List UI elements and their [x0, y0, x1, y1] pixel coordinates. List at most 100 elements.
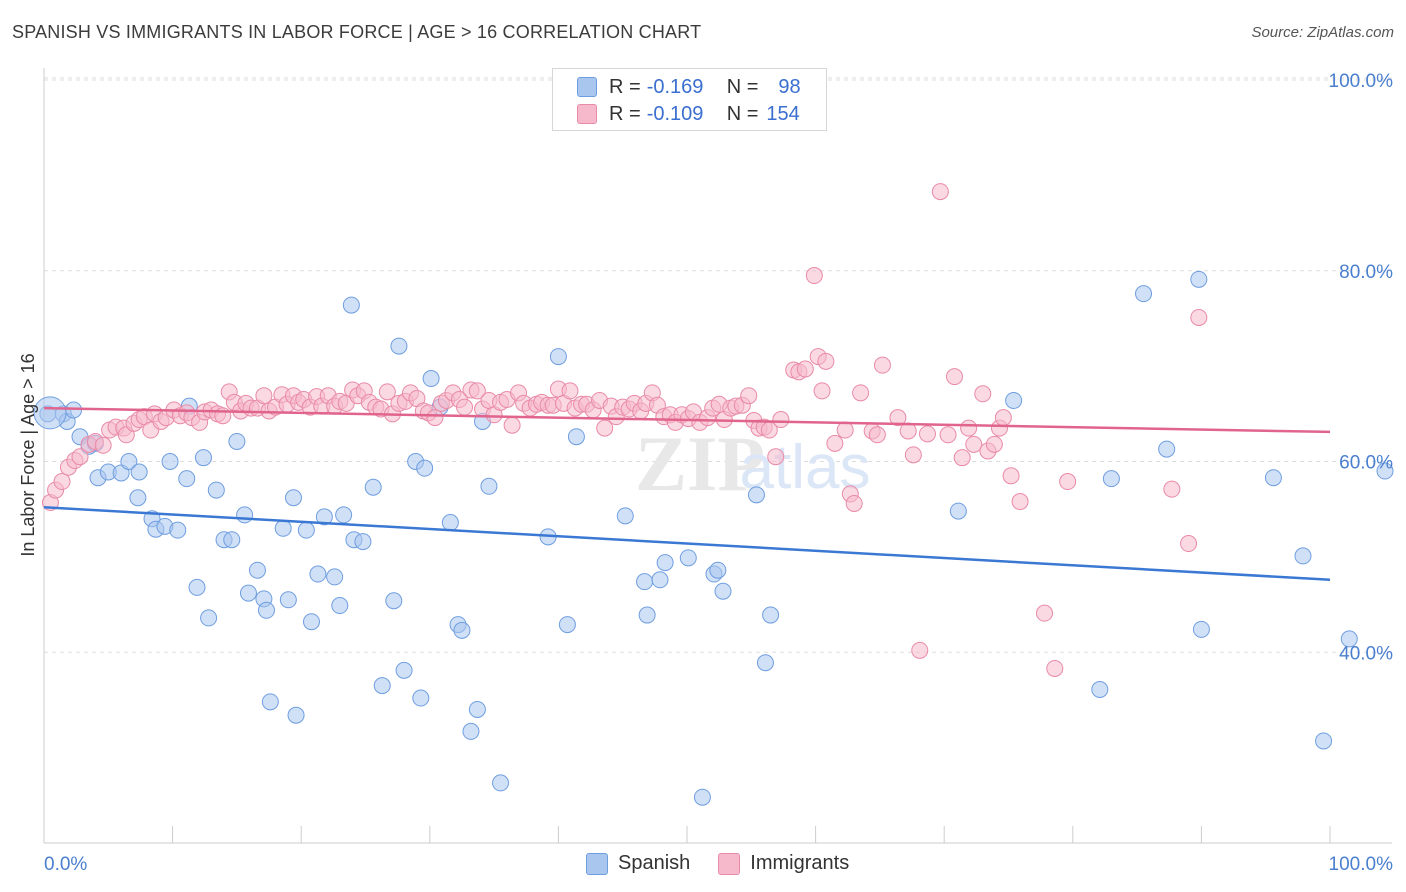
point-spanish: [1340, 630, 1358, 648]
point-spanish: [679, 549, 697, 567]
y-tick-label: 100.0%: [1329, 71, 1394, 92]
legend-n-label: N =: [726, 75, 759, 98]
point-spanish: [315, 508, 333, 526]
point-spanish: [1376, 462, 1394, 480]
trend-lines: [43, 406, 1331, 582]
point-immigrants: [1011, 493, 1029, 511]
point-spanish: [1264, 469, 1282, 487]
legend-r-label: R =: [609, 102, 641, 125]
point-spanish: [354, 533, 372, 551]
point-immigrants: [904, 446, 922, 464]
point-spanish: [395, 661, 413, 679]
point-spanish: [302, 613, 320, 631]
point-immigrants: [1036, 604, 1054, 622]
point-spanish: [468, 700, 486, 718]
point-immigrants: [796, 360, 814, 378]
point-immigrants: [456, 398, 474, 416]
point-spanish: [130, 463, 148, 481]
point-immigrants: [939, 426, 957, 444]
point-spanish: [656, 554, 674, 572]
point-spanish: [747, 486, 765, 504]
point-spanish: [422, 370, 440, 388]
point-immigrants: [1059, 473, 1077, 491]
point-spanish: [342, 296, 360, 314]
point-spanish: [239, 584, 257, 602]
point-spanish: [1294, 547, 1312, 565]
point-spanish: [1192, 620, 1210, 638]
point-spanish: [297, 521, 315, 539]
point-spanish: [284, 489, 302, 507]
point-immigrants: [852, 384, 870, 402]
point-spanish: [188, 578, 206, 596]
point-immigrants: [767, 448, 785, 466]
point-spanish: [638, 606, 656, 624]
point-spanish: [129, 489, 147, 507]
point-immigrants: [813, 382, 831, 400]
y-tick-label: 80.0%: [1339, 262, 1393, 283]
point-immigrants: [468, 382, 486, 400]
point-spanish: [1158, 440, 1176, 458]
point-spanish: [949, 502, 967, 520]
point-spanish: [335, 506, 353, 524]
point-spanish: [412, 689, 430, 707]
point-spanish: [441, 514, 459, 532]
point-spanish: [1315, 732, 1333, 750]
point-immigrants: [889, 409, 907, 427]
point-immigrants: [974, 385, 992, 403]
point-spanish: [248, 561, 266, 579]
point-immigrants: [503, 416, 521, 434]
scatter-points: [33, 183, 1394, 806]
series-spanish: [39, 270, 1394, 806]
point-spanish: [453, 621, 471, 639]
point-spanish: [651, 571, 669, 589]
point-spanish: [636, 573, 654, 591]
point-immigrants: [873, 356, 891, 374]
point-spanish: [228, 432, 246, 450]
point-immigrants: [561, 382, 579, 400]
point-spanish: [416, 459, 434, 477]
point-spanish: [223, 531, 241, 549]
point-spanish: [178, 470, 196, 488]
point-spanish: [65, 401, 83, 419]
legend-item-immigrants[interactable]: Immigrants: [718, 852, 849, 875]
point-spanish: [1005, 391, 1023, 409]
point-spanish: [326, 568, 344, 586]
y-tick-label: 40.0%: [1339, 643, 1393, 664]
legend-n-value: 98: [778, 75, 801, 98]
point-spanish: [462, 722, 480, 740]
legend-row-immigrants: R = -0.109 N = 154: [577, 102, 800, 126]
chart-title: SPANISH VS IMMIGRANTS IN LABOR FORCE | A…: [12, 22, 702, 42]
x-tick-label: 100.0%: [1329, 854, 1394, 875]
point-spanish: [1091, 680, 1109, 698]
point-immigrants: [740, 387, 758, 405]
point-spanish: [194, 449, 212, 467]
point-immigrants: [53, 473, 71, 491]
point-spanish: [693, 788, 711, 806]
point-spanish: [287, 706, 305, 724]
legend-item-spanish[interactable]: Spanish: [586, 852, 690, 875]
legend-r-value: -0.169: [646, 75, 704, 98]
point-spanish: [257, 601, 275, 619]
point-spanish: [1190, 270, 1208, 288]
point-immigrants: [965, 435, 983, 453]
series-legend: Spanish Immigrants: [586, 852, 877, 875]
point-immigrants: [960, 419, 978, 437]
point-spanish: [1102, 470, 1120, 488]
axis-labels: 40.0% 60.0% 80.0% 100.0% 0.0% 100.0% In Labor …: [18, 71, 1393, 875]
legend-label-immigrants: Immigrants: [750, 852, 850, 874]
point-immigrants: [953, 449, 971, 467]
point-spanish: [207, 481, 225, 499]
point-spanish: [1135, 285, 1153, 303]
point-spanish: [390, 337, 408, 355]
point-spanish: [567, 428, 585, 446]
legend-r-value: -0.109: [646, 102, 704, 125]
point-spanish: [236, 506, 254, 524]
point-immigrants: [94, 436, 112, 454]
point-immigrants: [985, 435, 1003, 453]
point-immigrants: [1180, 535, 1198, 553]
point-immigrants: [868, 426, 886, 444]
y-axis-label: In Labor Force | Age > 16: [18, 353, 38, 556]
series-immigrants: [41, 183, 1208, 677]
point-immigrants: [945, 368, 963, 386]
point-immigrants: [255, 387, 273, 405]
